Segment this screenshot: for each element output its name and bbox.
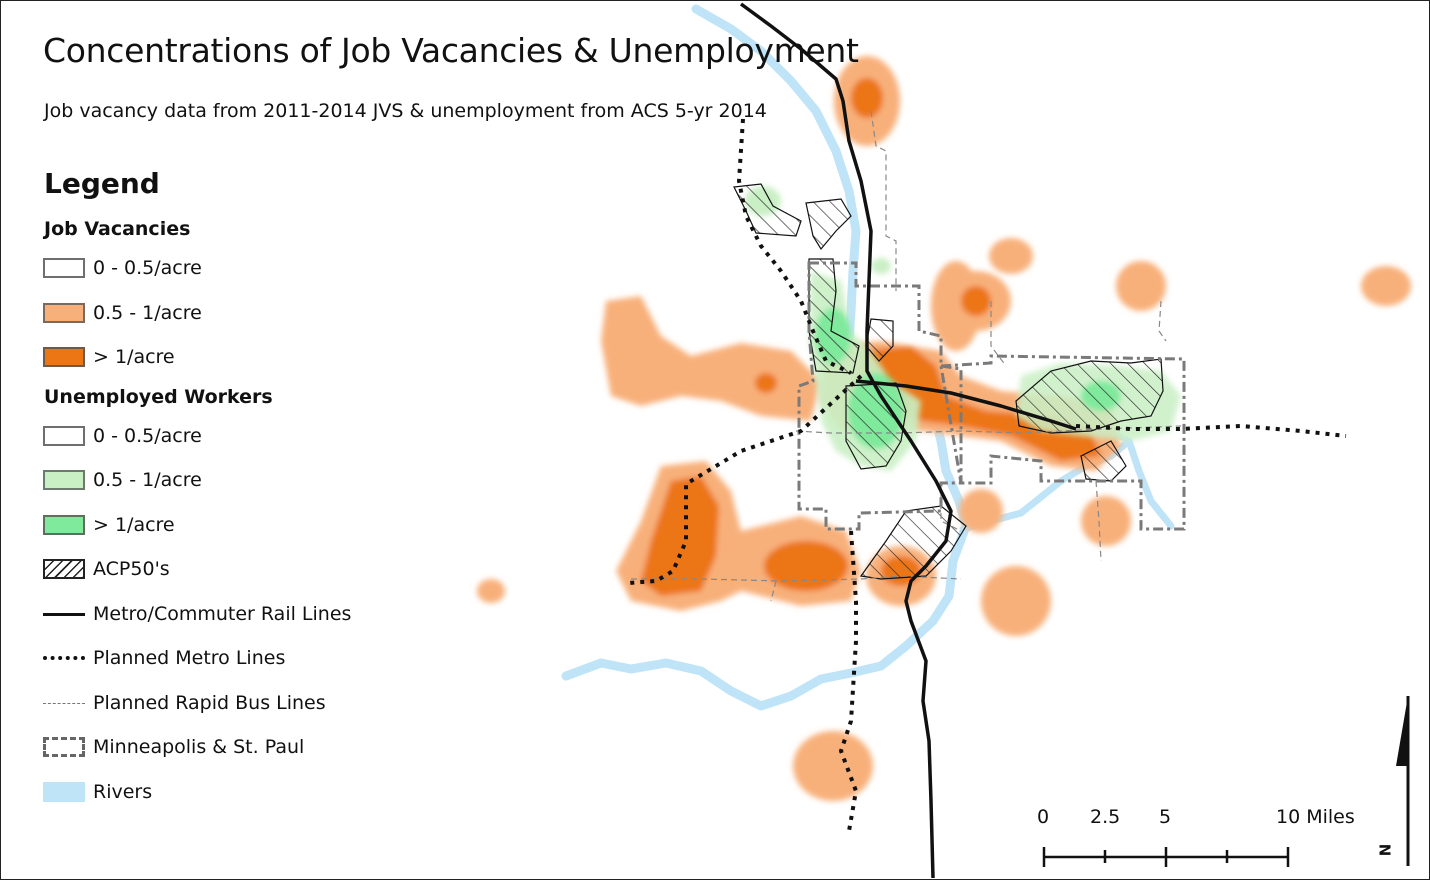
legend-label: Metro/Commuter Rail Lines xyxy=(93,602,352,625)
legend-item-rapid-bus: Planned Rapid Bus Lines xyxy=(43,681,373,726)
legend-label: > 1/acre xyxy=(93,346,175,369)
scale-label-5: 5 xyxy=(1159,806,1172,828)
legend-item-planned-metro: Planned Metro Lines xyxy=(43,636,373,681)
scale-bar xyxy=(1042,847,1290,867)
legend-item-unemployed-low: 0 - 0.5/acre xyxy=(43,414,373,459)
minneapolis-boundary xyxy=(797,261,963,531)
legend-label: 0 - 0.5/acre xyxy=(93,257,202,280)
legend-swatch xyxy=(43,425,85,446)
city-boundaries-layer xyxy=(797,261,1186,531)
legend-label: 0.5 - 1/acre xyxy=(93,469,202,492)
legend-item-job-vacancy-low: 0 - 0.5/acre xyxy=(43,246,373,291)
legend-heading-job-vacancies: Job Vacancies xyxy=(44,218,191,240)
legend-label: 0.5 - 1/acre xyxy=(93,301,202,324)
legend-swatch xyxy=(43,514,85,535)
rapid-bus-layer xyxy=(631,110,1182,602)
legend-swatch xyxy=(43,258,85,279)
green-line xyxy=(855,379,1077,431)
job-vacancy-zone-south xyxy=(793,731,873,801)
planned-metro-layer xyxy=(628,118,1347,832)
legend-item-job-vacancy-high: > 1/acre xyxy=(43,335,373,380)
acp50-layer xyxy=(733,183,1164,580)
legend-swatch xyxy=(43,693,85,713)
north-label: N xyxy=(1376,843,1395,857)
legend-label: > 1/acre xyxy=(93,513,175,536)
legend-label: Planned Rapid Bus Lines xyxy=(93,691,326,714)
legend-label: ACP50's xyxy=(93,558,170,581)
legend: Legend Job Vacancies 0 - 0.5/acre 0.5 - … xyxy=(43,167,373,814)
northstar-line xyxy=(739,2,953,879)
scale-label-2-5: 2.5 xyxy=(1090,806,1121,828)
legend-swatch xyxy=(43,347,85,368)
legend-item-unemployed-mid: 0.5 - 1/acre xyxy=(43,458,373,503)
north-arrow-icon xyxy=(1396,696,1410,866)
legend-swatch xyxy=(43,559,85,580)
legend-swatch xyxy=(43,781,85,802)
mississippi-river xyxy=(561,4,971,711)
legend-heading-unemployed: Unemployed Workers xyxy=(44,385,273,408)
legend-item-acp50: ACP50's xyxy=(43,547,373,592)
legend-item-city-boundary: Minneapolis & St. Paul xyxy=(43,725,373,770)
legend-item-unemployed-high: > 1/acre xyxy=(43,503,373,548)
legend-label: 0 - 0.5/acre xyxy=(93,424,202,447)
map-title: Concentrations of Job Vacancies & Unempl… xyxy=(43,31,859,70)
legend-label: Planned Metro Lines xyxy=(93,647,286,670)
legend-item-job-vacancy-mid: 0.5 - 1/acre xyxy=(43,291,373,336)
rail-layer xyxy=(739,2,1077,879)
scale-label-10-miles: 10 Miles xyxy=(1276,806,1355,828)
map-subtitle: Job vacancy data from 2011-2014 JVS & un… xyxy=(44,100,767,122)
job-vacancy-zone-west xyxy=(601,296,821,421)
job-vacancy-layer xyxy=(477,56,1411,801)
legend-label: Rivers xyxy=(93,780,153,803)
legend-label: Minneapolis & St. Paul xyxy=(93,736,305,759)
legend-swatch xyxy=(43,302,85,323)
scale-label-0: 0 xyxy=(1037,806,1050,828)
legend-title: Legend xyxy=(44,167,160,200)
legend-swatch xyxy=(43,737,85,758)
legend-item-rail: Metro/Commuter Rail Lines xyxy=(43,592,373,637)
legend-item-rivers: Rivers xyxy=(43,770,373,815)
legend-swatch xyxy=(43,470,85,491)
legend-swatch xyxy=(43,648,85,668)
legend-swatch xyxy=(43,604,85,624)
st-paul-boundary xyxy=(939,354,1186,531)
